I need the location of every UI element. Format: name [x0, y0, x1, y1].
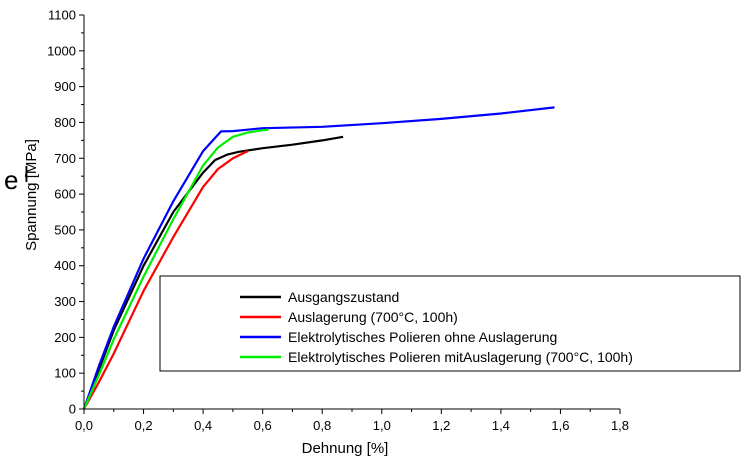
x-tick-label: 0,6: [254, 418, 272, 433]
x-tick-label: 1,2: [432, 418, 450, 433]
x-tick-label: 0,8: [313, 418, 331, 433]
legend: Ausgangszustand Auslagerung (700°C, 100h)…: [159, 275, 741, 372]
x-tick-label: 0,0: [75, 418, 93, 433]
annotation-l: l: [24, 162, 29, 187]
legend-label-3: Elektrolytisches Polieren ohne Auslageru…: [288, 329, 557, 345]
y-tick-label: 400: [54, 258, 76, 273]
x-tick-label: 1,8: [611, 418, 629, 433]
legend-items: Ausgangszustand Auslagerung (700°C, 100h)…: [240, 289, 633, 365]
series-line-2: [83, 150, 249, 410]
y-tick-label: 100: [54, 366, 76, 381]
y-tick-label: 800: [54, 115, 76, 130]
legend-label-4: Elektrolytisches Polieren mitAuslagerung…: [288, 349, 633, 365]
series-line-1: [82, 135, 344, 410]
x-tick-label: 0,4: [194, 418, 212, 433]
series-line-4: [82, 128, 269, 410]
y-tick-label: 0: [69, 402, 76, 417]
x-tick-label: 0,2: [135, 418, 153, 433]
x-tick-label: 1,6: [551, 418, 569, 433]
y-tick-label: 1100: [48, 8, 76, 23]
y-axis-title: Spannung [MPa]: [23, 139, 40, 251]
y-tick-label: 700: [54, 151, 76, 166]
y-tick-label: 1000: [47, 43, 76, 58]
x-axis-title: Dehnung [%]: [302, 440, 389, 457]
y-tick-label: 900: [54, 79, 76, 94]
legend-box: [159, 275, 741, 372]
legend-label-1: Ausgangszustand: [288, 289, 399, 305]
axes: [79, 14, 621, 414]
series-line-3: [82, 106, 555, 410]
annotation-e: e: [4, 165, 18, 195]
y-tick-label: 300: [54, 294, 76, 309]
y-tick-label: 500: [54, 222, 76, 237]
tick-labels: 0,0 0,2 0,4 0,6 0,8 1,0 1,2 1,4 1,6 1,8 0 100 200 300…: [47, 8, 629, 434]
legend-label-2: Auslagerung (700°C, 100h): [288, 309, 458, 325]
series-lines: [82, 106, 555, 410]
x-tick-label: 1,0: [373, 418, 391, 433]
y-tick-label: 600: [54, 187, 76, 202]
x-tick-label: 1,4: [492, 418, 510, 433]
y-tick-label: 200: [54, 330, 76, 345]
